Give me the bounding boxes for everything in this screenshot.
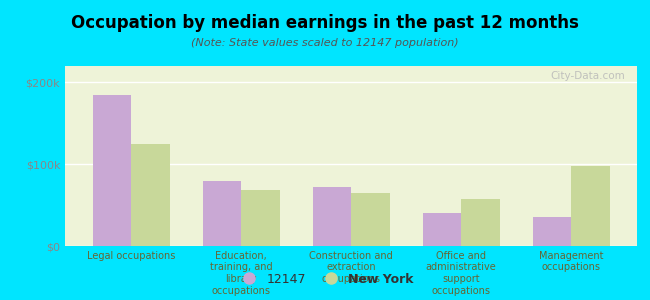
Bar xyxy=(241,190,280,246)
Bar xyxy=(532,218,571,246)
Bar xyxy=(313,187,351,246)
Text: (Note: State values scaled to 12147 population): (Note: State values scaled to 12147 popu… xyxy=(191,38,459,47)
Bar xyxy=(92,94,131,246)
Bar xyxy=(351,193,389,246)
Text: City-Data.com: City-Data.com xyxy=(551,71,625,81)
Text: Occupation by median earnings in the past 12 months: Occupation by median earnings in the pas… xyxy=(71,14,579,32)
Bar xyxy=(203,181,241,246)
Bar xyxy=(461,199,499,246)
Bar xyxy=(131,144,170,246)
Bar xyxy=(571,166,610,246)
Legend: 12147, New York: 12147, New York xyxy=(231,268,419,291)
Bar xyxy=(422,213,461,246)
